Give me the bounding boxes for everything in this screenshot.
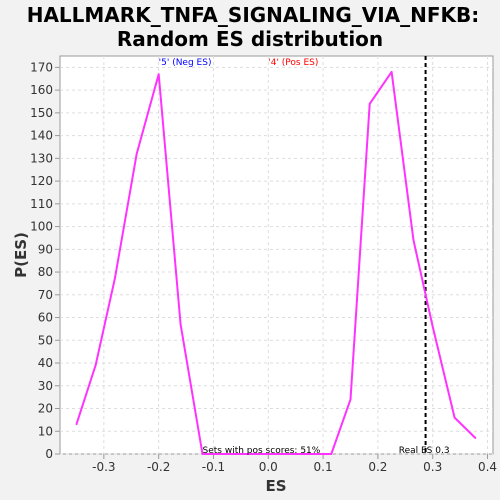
series-point [75, 423, 78, 426]
annotation-text: Real ES 0.3 [399, 446, 450, 456]
y-tick-label: 90 [38, 242, 53, 256]
x-tick-label: -0.3 [92, 460, 115, 474]
y-tick-label: 0 [45, 447, 53, 461]
y-tick-label: 110 [30, 197, 53, 211]
y-tick-label: 20 [38, 402, 53, 416]
series-point [114, 278, 116, 280]
y-axis-label: P(ES) [12, 232, 30, 278]
y-tick-label: 50 [38, 333, 53, 347]
chart-title: HALLMARK_TNFA_SIGNALING_VIA_NFKB: [27, 3, 480, 27]
y-tick-label: 150 [30, 106, 53, 120]
y-tick-label: 70 [38, 288, 53, 302]
y-tick-label: 100 [30, 220, 53, 234]
series-point [453, 416, 456, 419]
plot-area [59, 55, 494, 455]
series-point [431, 325, 434, 328]
y-tick-label: 10 [38, 424, 53, 438]
series-point [94, 364, 97, 367]
x-tick-label: 0.1 [314, 460, 333, 474]
series-point [412, 239, 415, 242]
y-tick-label: 130 [30, 151, 53, 165]
legend: '5' (Neg ES) '4' (Pos ES) [159, 58, 319, 68]
series-point [368, 102, 371, 105]
annotations: Sets with pos scores: 51% Real ES 0.3 [203, 446, 450, 456]
y-tick-label: 30 [38, 379, 53, 393]
y-tick-label: 160 [30, 83, 53, 97]
chart-subtitle: Random ES distribution [117, 27, 383, 51]
x-tick-label: -0.1 [202, 460, 225, 474]
y-tick-label: 60 [38, 311, 53, 325]
series-point [201, 453, 204, 455]
series-point [135, 152, 138, 155]
y-tick-label: 120 [30, 174, 53, 188]
y-tick-label: 80 [38, 265, 53, 279]
legend-entry: '4' (Pos ES) [268, 58, 318, 68]
series-point [179, 323, 182, 326]
series-point [157, 73, 160, 75]
x-tick-label: 0.0 [259, 460, 278, 474]
series-point [349, 398, 352, 401]
distribution-series [75, 70, 477, 455]
x-tick-label: 0.3 [423, 460, 442, 474]
legend-entry: '5' (Neg ES) [159, 58, 212, 68]
x-tick-label: 0.2 [368, 460, 387, 474]
y-tick-label: 40 [38, 356, 53, 370]
series-point [330, 453, 333, 455]
series-point [390, 71, 393, 73]
axis-ticks: -0.3 -0.2 -0.1 0.0 0.1 0.2 0.3 0.4 0 10 20 30 40 50 60… [30, 60, 497, 474]
y-tick-label: 140 [30, 129, 53, 143]
x-axis-label: ES [265, 477, 286, 495]
x-tick-label: -0.2 [147, 460, 170, 474]
annotation-text: Sets with pos scores: 51% [203, 446, 321, 456]
grid-lines [60, 56, 493, 455]
y-tick-label: 170 [30, 60, 53, 74]
x-tick-label: 0.4 [478, 460, 497, 474]
series-point [474, 437, 477, 439]
